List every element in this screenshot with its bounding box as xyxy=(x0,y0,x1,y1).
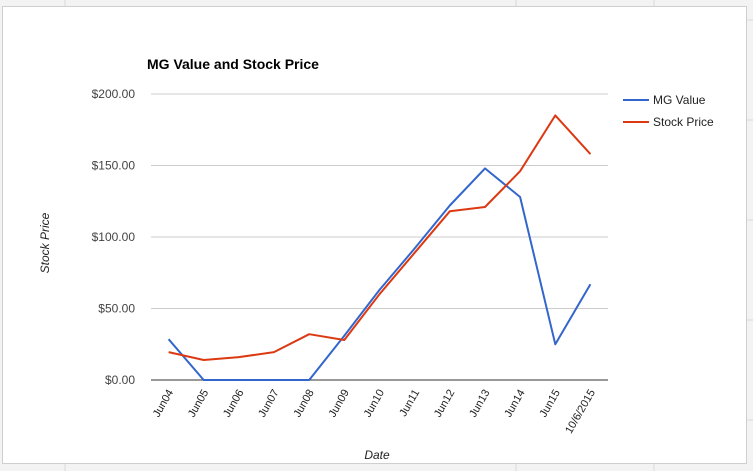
x-tick-label: Jun08 xyxy=(291,388,316,420)
y-tick-label: $100.00 xyxy=(92,230,136,244)
series-lines xyxy=(167,114,592,381)
y-tick-label: $150.00 xyxy=(92,159,136,173)
x-axis-title: Date xyxy=(364,448,390,462)
y-axis-ticks: $0.00 $50.00 $100.00 $150.00 $200.00 xyxy=(92,87,136,387)
gridlines xyxy=(151,93,608,381)
x-tick-label: Jun09 xyxy=(327,388,352,420)
y-tick-label: $50.00 xyxy=(98,302,135,316)
legend-label: MG Value xyxy=(653,93,706,107)
chart-container[interactable]: MG Value and Stock Price $0.00 $50.00 $100… xyxy=(2,6,747,464)
x-tick-label: Jun04 xyxy=(151,388,176,420)
y-tick-label: $0.00 xyxy=(105,373,135,387)
x-tick-label: Jun05 xyxy=(186,388,211,420)
legend-label: Stock Price xyxy=(653,115,714,129)
chart-title: MG Value and Stock Price xyxy=(147,56,319,72)
line-chart: MG Value and Stock Price $0.00 $50.00 $100… xyxy=(38,56,714,462)
x-tick-label: Jun14 xyxy=(502,388,527,420)
series-line-mg-value[interactable] xyxy=(167,167,592,381)
x-tick-label: Jun13 xyxy=(467,388,492,420)
x-tick-label: Jun10 xyxy=(362,388,387,420)
x-tick-label: Jun06 xyxy=(221,388,246,420)
x-tick-label: Jun15 xyxy=(537,388,562,420)
y-axis-title: Stock Price xyxy=(38,212,52,273)
series-line-stock-price[interactable] xyxy=(168,114,592,361)
x-tick-label: Jun07 xyxy=(256,388,281,420)
x-tick-label: Jun11 xyxy=(397,388,422,419)
legend[interactable]: MG Value Stock Price xyxy=(623,93,714,129)
x-tick-label: Jun12 xyxy=(432,388,457,420)
y-tick-label: $200.00 xyxy=(92,87,136,101)
x-tick-label: 10/6/2015 xyxy=(563,388,598,436)
x-axis-ticks: Jun04 Jun05 Jun06 Jun07 Jun08 Jun09 Jun10 Jun11… xyxy=(151,388,598,436)
